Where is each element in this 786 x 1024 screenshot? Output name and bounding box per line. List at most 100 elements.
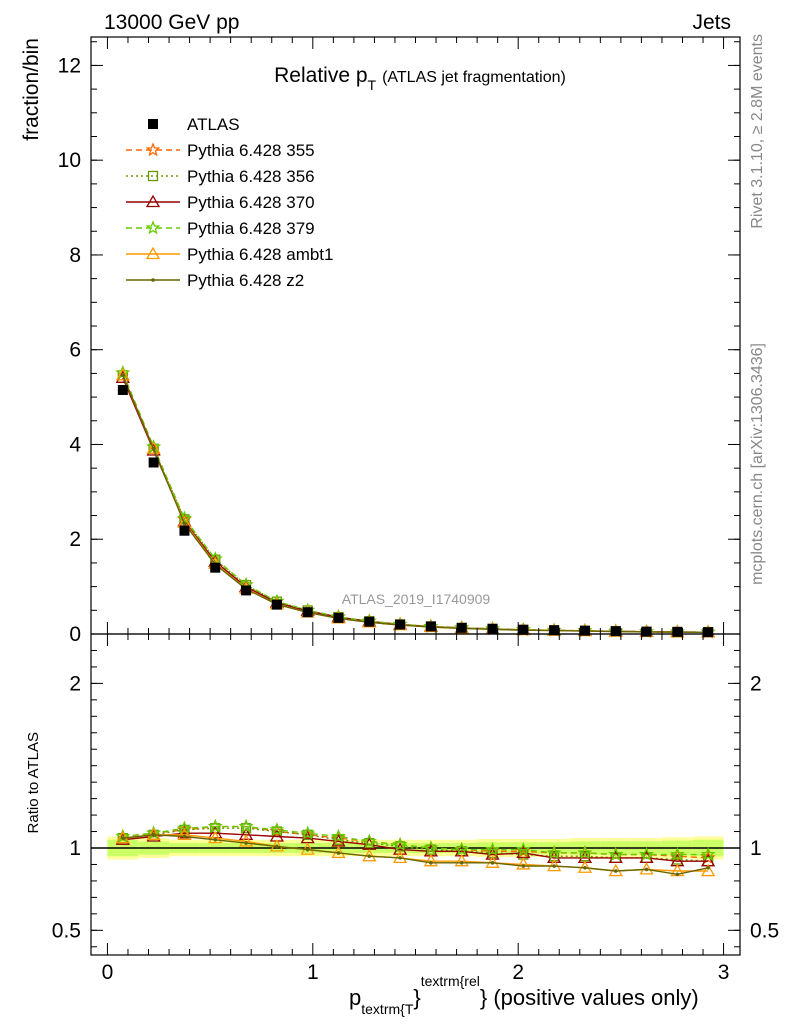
ratio-point-ambt1 xyxy=(208,830,223,844)
ratio-point-ambt1 xyxy=(701,863,716,877)
legend-marker-data xyxy=(148,119,158,129)
legend-entry-p355: Pythia 6.428 355 xyxy=(126,141,315,160)
header-left: 13000 GeV pp xyxy=(104,11,239,34)
mcplots-label: mcplots.cern.ch [arXiv:1306.3436] xyxy=(749,343,766,585)
ratio-point-z2 xyxy=(490,861,495,865)
series-point-ambt1 xyxy=(146,441,161,454)
legend-label-ambt1: Pythia 6.428 ambt1 xyxy=(187,245,333,264)
ratio-point-z2 xyxy=(459,861,464,865)
ratio-point-ambt1 xyxy=(547,858,562,872)
ratio-point-p379 xyxy=(361,833,377,848)
legend-entry-p356: Pythia 6.428 356 xyxy=(126,167,315,186)
ratio-point-p379 xyxy=(639,846,655,861)
ratio-ytick-label: 2 xyxy=(69,672,81,695)
main-ytick-label: 0 xyxy=(69,623,81,646)
ratio-point-p379 xyxy=(392,836,408,852)
ratio-point-p379 xyxy=(670,846,685,861)
data-point xyxy=(271,599,282,610)
ratio-point-p379 xyxy=(176,820,192,835)
ratio-point-z2 xyxy=(182,834,187,839)
data-point xyxy=(579,625,590,636)
ratio-line-p379 xyxy=(122,825,709,856)
ratio-point-z2 xyxy=(121,836,125,840)
series-point-z2 xyxy=(151,446,156,451)
title-main: Relative p xyxy=(274,64,367,87)
ratio-point-p379 xyxy=(300,825,316,840)
series-line-z2 xyxy=(122,375,709,633)
main-ytick-label: 12 xyxy=(58,54,81,77)
ratio-point-z2 xyxy=(706,865,710,870)
main-ytick-label: 4 xyxy=(69,433,81,456)
legend: ATLAS Pythia 6.428 355 Pythia 6.428 356 Pyt… xyxy=(126,115,333,290)
data-point xyxy=(364,616,375,627)
series-point-z2 xyxy=(182,521,187,526)
ratio-point-z2 xyxy=(552,864,556,868)
xlabel-sup: textrm{rel xyxy=(421,973,480,989)
x-tick-label: 3 xyxy=(718,961,730,984)
x-tick-label: 1 xyxy=(307,961,319,984)
ratio-point-z2 xyxy=(151,833,156,837)
legend-marker-p355 xyxy=(145,142,161,157)
header-right: Jets xyxy=(692,11,731,34)
data-point xyxy=(425,621,436,632)
data-point xyxy=(456,622,467,633)
ratio-point-z2 xyxy=(213,837,218,842)
ratio-point-p379 xyxy=(269,822,285,837)
ratio-frame xyxy=(90,633,741,956)
rivet-label: Rivet 3.1.10, ≥ 2.8M events xyxy=(749,34,766,229)
data-point xyxy=(148,457,159,468)
ratio-point-p379 xyxy=(700,846,716,861)
title-sub: T xyxy=(368,77,377,93)
ratio-point-p379 xyxy=(331,828,346,843)
x-tick-label: 2 xyxy=(512,961,524,984)
legend-entry-z2: Pythia 6.428 z2 xyxy=(126,271,304,290)
data-point xyxy=(210,562,221,573)
ratio-point-z2 xyxy=(398,856,402,860)
ratio-ytick-label-right: 2 xyxy=(750,672,762,695)
legend-label-z2: Pythia 6.428 z2 xyxy=(187,271,304,290)
ratio-point-p379 xyxy=(515,841,531,856)
data-point xyxy=(641,626,652,637)
ratio-point-p370 xyxy=(238,827,254,840)
plot-title: Relative pT (ATLAS jet fragmentation) xyxy=(274,64,566,93)
y-axis-label: fraction/bin xyxy=(20,38,43,141)
data-point xyxy=(610,626,621,637)
legend-marker-z2 xyxy=(151,278,155,282)
ratio-point-p356 xyxy=(240,823,252,834)
legend-entry-p370: Pythia 6.428 370 xyxy=(126,193,315,212)
ratio-ytick-label: 1 xyxy=(69,837,81,860)
legend-label-p379: Pythia 6.428 379 xyxy=(187,219,315,238)
ratio-point-z2 xyxy=(336,851,341,855)
series-point-ambt1 xyxy=(115,368,130,381)
ratio-point-z2 xyxy=(644,867,649,872)
legend-label-p370: Pythia 6.428 370 xyxy=(187,193,315,212)
data-point xyxy=(487,623,498,634)
ratio-point-ambt1 xyxy=(177,827,192,840)
ratio-point-p356 xyxy=(302,829,313,840)
ratio-point-ambt1 xyxy=(485,855,500,868)
legend-label-p355: Pythia 6.428 355 xyxy=(187,141,315,160)
ratio-line-z2 xyxy=(122,834,709,876)
data-points xyxy=(117,384,714,638)
ratio-point-p379 xyxy=(423,840,439,855)
title-rest: (ATLAS jet fragmentation) xyxy=(382,69,566,86)
ratio-point-z2 xyxy=(244,841,248,845)
ratio-series-z2 xyxy=(121,833,710,877)
legend-entry-data: ATLAS xyxy=(148,115,240,134)
ratio-point-ambt1 xyxy=(146,827,161,840)
main-ytick-label: 6 xyxy=(69,339,81,362)
ratio-point-p379 xyxy=(454,841,470,856)
x-tick-label: 0 xyxy=(102,961,114,984)
xlabel-p: p xyxy=(349,985,361,1010)
ratio-point-z2 xyxy=(583,865,587,870)
legend-entry-p379: Pythia 6.428 379 xyxy=(126,219,315,238)
x-axis-label: ptextrm{T}textrm{rel} (positive values o… xyxy=(349,973,699,1017)
xlabel-sub: textrm{T xyxy=(361,1001,414,1017)
ratio-point-p379 xyxy=(238,818,254,833)
ratio-point-p379 xyxy=(546,845,562,860)
data-point xyxy=(333,612,344,623)
data-point xyxy=(518,624,529,635)
ratio-point-ambt1 xyxy=(639,862,654,875)
main-ytick-label: 8 xyxy=(69,244,81,267)
legend-marker-p379 xyxy=(145,220,161,235)
